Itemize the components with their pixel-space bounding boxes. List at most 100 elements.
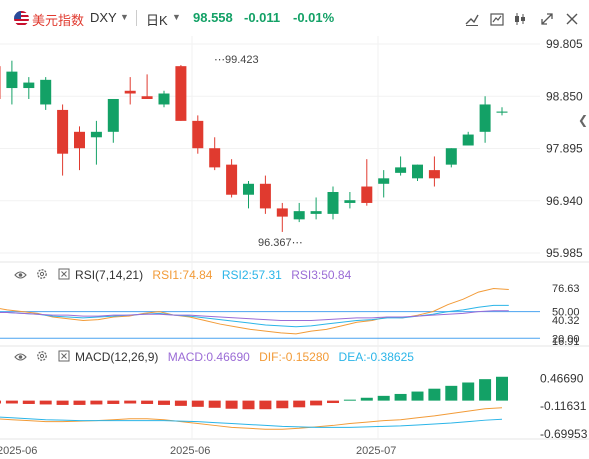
candle-body — [0, 66, 1, 99]
rsi2-value: RSI2:57.31 — [221, 268, 282, 282]
macd-bar — [124, 400, 137, 404]
candle-body — [124, 90, 136, 94]
macd-bar — [293, 400, 306, 408]
candle-body — [259, 183, 271, 209]
chart-header: 美元指数 DXY ▼ 日K ▼ 98.558 -0.011 -0.01% — [0, 0, 589, 36]
macd-bar — [327, 400, 339, 404]
candle-body — [428, 170, 440, 179]
candle-body — [479, 104, 491, 132]
macd-bar — [208, 400, 221, 408]
low-annotation: 96.367⋯ — [258, 237, 303, 249]
instrument-name[interactable]: 美元指数 — [32, 13, 85, 28]
y-tick-label: 50.00 — [552, 307, 580, 319]
candle — [57, 104, 69, 176]
rsi-line-rsi1 — [0, 288, 509, 335]
price-change-percent: -0.01% — [293, 10, 335, 25]
candle-body — [23, 82, 35, 89]
chart-canvas: 99.805 98.850 97.895 96.940 95.985 ⋯99.423 9… — [0, 36, 589, 457]
y-tick-label: 95.985 — [546, 246, 583, 260]
candle-body — [158, 93, 170, 105]
chevron-down-icon[interactable]: ▼ — [120, 12, 129, 22]
settings-gear-icon[interactable] — [36, 350, 48, 365]
y-tick-label: 97.895 — [546, 142, 583, 156]
candle-body — [57, 109, 69, 154]
macd-bar — [242, 400, 255, 410]
macd-bar — [90, 400, 103, 405]
macd-bar — [310, 400, 323, 406]
dif-line — [0, 407, 503, 430]
macd-bar — [141, 400, 154, 404]
candle — [23, 77, 35, 99]
divider — [136, 10, 137, 26]
candle-body — [445, 148, 457, 165]
macd-bar — [107, 400, 120, 404]
candle — [40, 77, 52, 110]
candle — [412, 164, 423, 182]
y-tick-label: 40.32 — [552, 315, 580, 327]
candle — [344, 191, 356, 209]
candle-body — [175, 66, 187, 121]
compare-icon[interactable] — [488, 10, 506, 28]
dea-line — [0, 416, 503, 428]
macd-value: MACD:0.46690 — [167, 350, 250, 364]
candle-body — [462, 134, 474, 146]
candle — [395, 156, 407, 176]
candle-body — [496, 111, 508, 113]
eye-icon[interactable] — [14, 351, 27, 365]
drawing-tool-icon[interactable] — [463, 10, 481, 28]
candle-body — [90, 131, 102, 138]
dea-value: DEA:-0.38625 — [338, 350, 414, 364]
candle — [428, 156, 440, 187]
macd-bar — [411, 391, 424, 401]
rsi-header: RSI(7,14,21) RSI1:74.84 RSI2:57.31 RSI3:… — [14, 268, 351, 283]
candle — [293, 202, 305, 223]
fullscreen-icon[interactable] — [538, 10, 556, 28]
candle — [90, 120, 102, 165]
candle — [124, 77, 136, 105]
instrument-symbol[interactable]: DXY — [90, 10, 117, 25]
macd-lines — [0, 407, 503, 430]
close-indicator-icon[interactable] — [58, 268, 70, 283]
chevron-down-icon[interactable]: ▼ — [172, 12, 181, 22]
candle-type-icon[interactable] — [511, 10, 529, 28]
rsi-series — [0, 288, 540, 339]
period-selector[interactable]: 日K — [146, 13, 168, 28]
us-flag-icon — [14, 11, 29, 26]
close-indicator-icon[interactable] — [58, 350, 70, 365]
main-y-axis: 99.805 98.850 97.895 96.940 95.985 — [546, 37, 583, 260]
macd-bar — [377, 395, 390, 401]
eye-icon[interactable] — [14, 269, 27, 283]
high-annotation: ⋯99.423 — [214, 54, 259, 66]
settings-gear-icon[interactable] — [36, 268, 48, 283]
candle — [378, 170, 390, 198]
close-icon[interactable] — [563, 10, 581, 28]
macd-y-axis: 0.46690 -0.11631 -0.69953 — [540, 371, 588, 441]
candle — [107, 98, 119, 143]
candle — [445, 148, 457, 168]
macd-bar — [73, 400, 86, 405]
macd-label: MACD(12,26,9) — [75, 350, 159, 364]
rsi-label: RSI(7,14,21) — [75, 268, 144, 282]
candle — [361, 159, 373, 206]
chevron-left-icon[interactable]: ❮ — [578, 113, 589, 127]
candle-body — [412, 164, 423, 179]
macd-bar — [22, 400, 35, 404]
candle — [462, 131, 474, 146]
candlestick-series — [0, 60, 508, 232]
macd-bar — [56, 400, 69, 405]
rsi3-value: RSI3:50.84 — [291, 268, 352, 282]
y-tick-label: 99.805 — [546, 37, 583, 51]
x-tick-label: 2025-07 — [356, 445, 396, 457]
candle-body — [327, 191, 339, 214]
candle-body — [209, 148, 221, 168]
candle-body — [395, 167, 407, 173]
candle — [226, 159, 238, 198]
candle-body — [107, 98, 119, 132]
candle — [327, 186, 339, 220]
y-tick-label: -0.69953 — [540, 427, 588, 441]
candle — [141, 74, 153, 99]
y-tick-label: 20.00 — [552, 333, 580, 345]
candle-body — [276, 208, 288, 217]
macd-histogram — [0, 376, 508, 410]
x-tick-label: 2025-06 — [0, 445, 37, 457]
